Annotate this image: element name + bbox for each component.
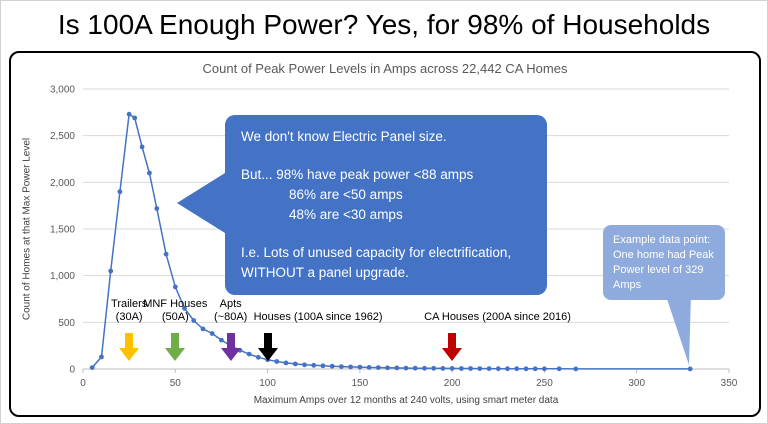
svg-text:3,000: 3,000 (50, 85, 75, 96)
callout-line: WITHOUT a panel upgrade. (241, 265, 409, 280)
callout-line: 86% are <50 amps (289, 187, 403, 202)
svg-text:2,500: 2,500 (50, 131, 75, 142)
svg-text:50: 50 (170, 378, 182, 389)
svg-text:250: 250 (536, 378, 553, 389)
svg-text:0: 0 (69, 365, 75, 376)
svg-text:100: 100 (259, 378, 276, 389)
callout-line: I.e. Lots of unused capacity for electri… (241, 245, 512, 260)
main-callout: We don't know Electric Panel size. But...… (225, 115, 547, 295)
svg-text:1,500: 1,500 (50, 225, 75, 236)
chart-title: Count of Peak Power Levels in Amps acros… (202, 61, 568, 76)
example-callout-pointer-icon (665, 293, 691, 365)
svg-text:200: 200 (444, 378, 461, 389)
example-callout-text: Example data point: One home had Peak Po… (613, 234, 714, 291)
callout-line: But... 98% have peak power <88 amps (241, 167, 474, 182)
callout-line: We don't know Electric Panel size. (241, 129, 447, 144)
svg-text:350: 350 (721, 378, 738, 389)
y-axis-label: Count of Homes at that Max Power Level (21, 137, 33, 321)
svg-text:150: 150 (352, 378, 369, 389)
callout-left-arrow-icon (177, 173, 225, 233)
page-title: Is 100A Enough Power? Yes, for 98% of Ho… (57, 9, 711, 40)
chart-panel: Count of Peak Power Levels in Amps acros… (9, 51, 761, 417)
callout-line: 48% are <30 amps (289, 207, 403, 222)
svg-text:500: 500 (58, 318, 75, 329)
svg-text:300: 300 (628, 378, 645, 389)
x-axis-label: Maximum Amps over 12 months at 240 volts… (253, 395, 559, 406)
example-callout: Example data point: One home had Peak Po… (603, 225, 725, 301)
svg-text:2,000: 2,000 (50, 178, 75, 189)
svg-text:1,000: 1,000 (50, 271, 75, 282)
svg-text:0: 0 (80, 378, 86, 389)
